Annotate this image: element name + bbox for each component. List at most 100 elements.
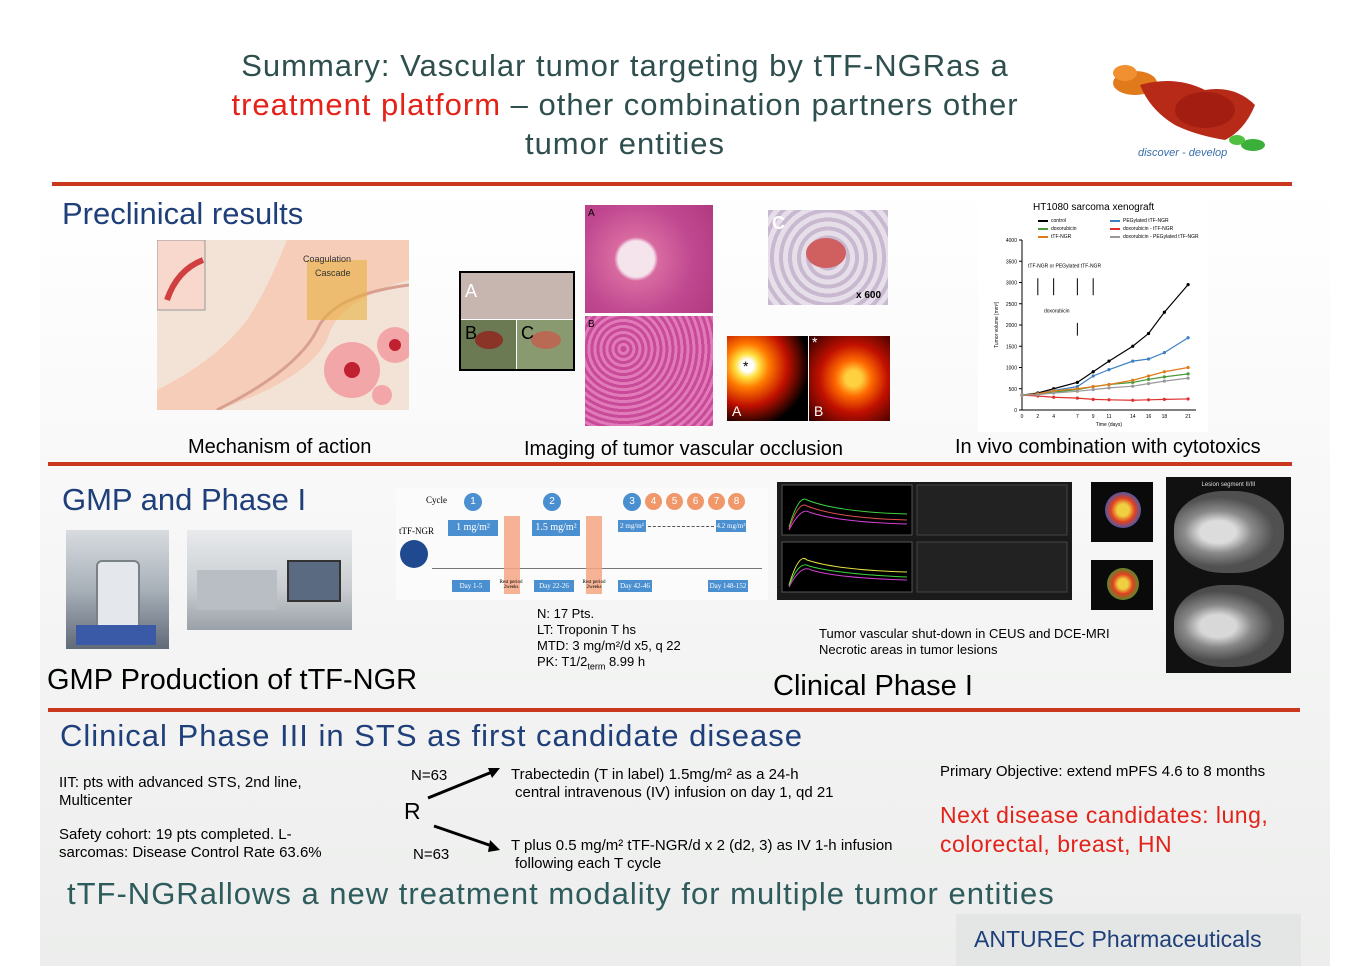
day-range-4: Day 148-152 bbox=[708, 580, 748, 592]
gmp-production-caption: GMP Production of tTF-NGR bbox=[47, 664, 418, 696]
data-point bbox=[1107, 359, 1111, 363]
mechanism-illustration: Coagulation Cascade bbox=[157, 240, 409, 410]
heat-star-b: * bbox=[812, 336, 818, 350]
gmp-photo-bioreactor bbox=[66, 530, 169, 649]
ceus-notes: Tumor vascular shut-down in CEUS and DCE… bbox=[819, 626, 1110, 658]
x-tick-label: 7 bbox=[1076, 414, 1079, 420]
photo-label-c: C bbox=[521, 323, 534, 343]
data-point bbox=[1075, 380, 1079, 384]
ceus-note-1: Tumor vascular shut-down in CEUS and DCE… bbox=[819, 626, 1110, 641]
cycle-2: 2 bbox=[543, 493, 561, 511]
caption-imaging: Imaging of tumor vascular occlusion bbox=[524, 438, 844, 460]
x-axis-label: Time (days) bbox=[1096, 422, 1123, 428]
mri-label: Lesion segment II/III bbox=[1201, 482, 1256, 488]
y-tick-label: 500 bbox=[1009, 387, 1018, 393]
dose-3: 2 mg/m² bbox=[618, 520, 646, 532]
rest-label-2: Rest period 2weeks bbox=[582, 580, 606, 590]
footer-statement: tTF-NGRallows a new treatment modality f… bbox=[67, 876, 1055, 911]
legend-entry: doxorubicin - PEGylated tTF-NGR bbox=[1110, 234, 1199, 240]
legend-swatch bbox=[1110, 219, 1120, 222]
gmp-photo-lab bbox=[187, 530, 352, 630]
y-tick-label: 0 bbox=[1014, 408, 1017, 414]
mech-label-coagulation: Coagulation bbox=[303, 254, 352, 264]
xenograft-chart: HT1080 sarcoma xenograft control PEGylate… bbox=[978, 200, 1208, 432]
chart-plot: 0 500 1000 1500 2000 2500 3000 3500 4000 0 2 4 7 9 11 1… bbox=[994, 238, 1196, 428]
legend-label: doxorubicin - PEGylated tTF-NGR bbox=[1123, 234, 1199, 240]
data-point bbox=[1146, 331, 1151, 336]
heat-label-b: B bbox=[814, 403, 824, 419]
phase3-safety: Safety cohort: 19 pts completed. L-sarco… bbox=[59, 826, 322, 861]
series-line-0 bbox=[1021, 284, 1189, 396]
data-point bbox=[1020, 393, 1024, 397]
x-tick-label: 18 bbox=[1162, 414, 1168, 420]
legend-entry: doxorubicin - tTF-NGR bbox=[1110, 226, 1173, 232]
data-point bbox=[1107, 386, 1111, 390]
x-tick-label: 2 bbox=[1036, 414, 1039, 420]
mri-images: Lesion segment II/III bbox=[1166, 477, 1291, 673]
histology-image-b: B bbox=[585, 316, 713, 426]
caption-mechanism: Mechanism of action bbox=[188, 436, 372, 458]
chart-title: HT1080 sarcoma xenograft bbox=[1033, 202, 1155, 213]
data-point bbox=[1146, 377, 1151, 381]
cycle-6: 6 bbox=[687, 493, 704, 510]
y-axis-label: Tumor volume [mm³] bbox=[994, 301, 1000, 348]
dose-escalation-line bbox=[648, 526, 714, 527]
cycle-4: 4 bbox=[645, 493, 662, 510]
x-tick-label: 9 bbox=[1092, 414, 1095, 420]
histo-label-b: B bbox=[588, 319, 595, 330]
fluorescence-image-a: * A bbox=[727, 336, 808, 421]
y-tick-label: 3000 bbox=[1006, 281, 1017, 287]
day-range-2: Day 22-26 bbox=[534, 580, 574, 592]
photo-label-b: B bbox=[465, 323, 478, 343]
data-point bbox=[1186, 397, 1190, 401]
data-point bbox=[1131, 359, 1135, 363]
next-disease-candidates: Next disease candidates: lung, colorecta… bbox=[940, 802, 1269, 857]
fluorescence-image-b: * B bbox=[809, 336, 890, 421]
legend-label: control bbox=[1051, 218, 1067, 224]
annotation-doxo: doxorubicin bbox=[1044, 308, 1070, 314]
legend-label: doxorubicin - tTF-NGR bbox=[1123, 226, 1174, 232]
data-point bbox=[1091, 388, 1095, 392]
divider-top bbox=[52, 182, 1292, 186]
title-line-3: tumor entities bbox=[524, 126, 726, 161]
day-range-1: Day 1-5 bbox=[452, 580, 490, 592]
magnification-label: x 600 bbox=[856, 290, 882, 301]
data-point bbox=[1186, 283, 1190, 287]
data-point bbox=[1186, 372, 1190, 376]
company-name: ANTUREC Pharmaceuticals bbox=[974, 926, 1262, 952]
data-point bbox=[1075, 396, 1079, 400]
y-tick-label: 1500 bbox=[1006, 344, 1017, 350]
series-line-5 bbox=[1021, 377, 1189, 396]
data-point bbox=[1131, 398, 1135, 402]
data-point bbox=[1162, 397, 1166, 401]
data-point bbox=[1186, 376, 1190, 380]
drug-label: tTF-NGR bbox=[399, 526, 435, 536]
legend-label: tTF-NGR bbox=[1051, 234, 1072, 240]
legend-swatch bbox=[1038, 219, 1048, 222]
phase3-heading: Clinical Phase III in STS as first candi… bbox=[60, 718, 803, 753]
x-tick-label: 0 bbox=[1021, 414, 1024, 420]
arm2-description: T plus 0.5 mg/m² tTF-NGR/d x 2 (d2, 3) a… bbox=[511, 837, 893, 872]
data-point bbox=[1075, 389, 1079, 393]
data-point bbox=[1075, 387, 1079, 391]
cycle-label: Cycle bbox=[426, 495, 447, 505]
cycle-3: 3 bbox=[623, 493, 641, 511]
x-tick-label: 21 bbox=[1185, 414, 1191, 420]
legend-label: doxorubicin bbox=[1051, 226, 1077, 232]
legend-label: PEGylated tTF-NGR bbox=[1123, 218, 1169, 224]
series-line-1 bbox=[1021, 337, 1189, 396]
data-point bbox=[1091, 385, 1095, 389]
randomization-arrows bbox=[427, 768, 500, 852]
data-point bbox=[1091, 370, 1095, 374]
preclinical-heading: Preclinical results bbox=[62, 196, 304, 231]
data-point bbox=[1162, 375, 1166, 379]
data-point bbox=[1146, 357, 1151, 361]
series-line-3 bbox=[1021, 394, 1189, 401]
cycle-7: 7 bbox=[708, 493, 725, 510]
x-tick-label: 14 bbox=[1130, 414, 1136, 420]
mech-label-cascade: Cascade bbox=[315, 268, 351, 278]
title-line-1: Summary: Vascular tumor targeting by tTF… bbox=[241, 48, 1009, 83]
data-point bbox=[1162, 370, 1166, 374]
protein-logo-graphic bbox=[1113, 65, 1265, 151]
data-point bbox=[1162, 351, 1166, 355]
